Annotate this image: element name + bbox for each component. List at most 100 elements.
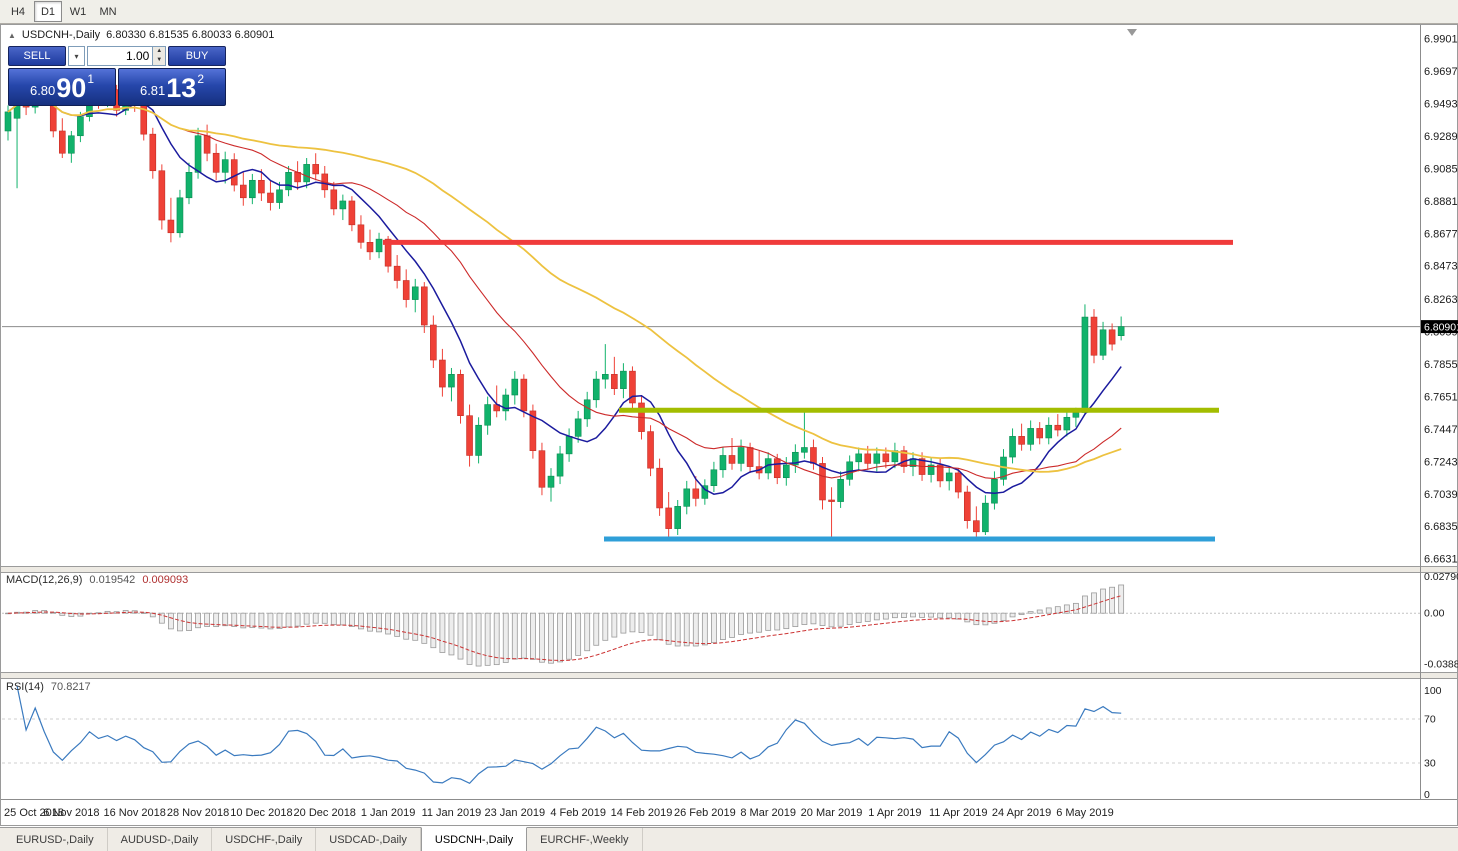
candle	[339, 200, 347, 210]
volume-down-icon[interactable]: ▼	[156, 57, 163, 63]
macd-bar	[394, 612, 401, 637]
macd-bar	[937, 612, 944, 619]
one-click-trading-panel: SELL ▾ ▲ ▼ BUY 6.80 90 1 6.81 13 2	[8, 46, 226, 106]
price-scale-label: 6.70390	[1424, 489, 1458, 501]
macd-scale-label: 0.027908	[1424, 571, 1458, 583]
macd-signal-value: 0.009093	[142, 574, 189, 586]
rsi-scale-label: 100	[1424, 685, 1442, 697]
macd-bar	[1118, 584, 1125, 614]
candle	[1036, 428, 1043, 439]
sell-price-button[interactable]: 6.80 90 1	[8, 68, 116, 106]
candle	[393, 265, 401, 281]
macd-bar	[602, 612, 609, 641]
timeframe-button-h4[interactable]: H4	[10, 5, 26, 18]
macd-bar	[973, 612, 980, 626]
macd-bar	[294, 612, 301, 627]
chart-window-border	[0, 24, 1458, 826]
macd-bar	[864, 612, 871, 622]
macd-bar	[303, 612, 310, 625]
candle	[185, 172, 193, 199]
candle	[1045, 424, 1053, 439]
macd-bar	[774, 612, 781, 631]
candle	[828, 499, 835, 502]
volume-stepper[interactable]: ▲ ▼	[152, 46, 166, 66]
macd-bar	[1018, 612, 1025, 615]
date-axis-label: 1 Jan 2019	[361, 807, 415, 819]
chart-tab-usdcnh-daily[interactable]: USDCNH-,Daily	[420, 827, 528, 851]
sell-button[interactable]: SELL	[8, 46, 66, 66]
chart-shift-marker-icon[interactable]	[1127, 29, 1137, 36]
macd-bar	[493, 612, 500, 666]
chart-tab-eurusd-daily[interactable]: EURUSD-,Daily	[3, 828, 108, 851]
candle	[375, 238, 383, 253]
timeframe-button-d1[interactable]: D1	[34, 1, 62, 22]
candle	[973, 520, 980, 533]
candle	[285, 172, 292, 191]
macd-bar	[964, 612, 971, 623]
macd-bar	[240, 612, 247, 629]
macd-bar	[955, 612, 962, 620]
candle	[837, 479, 844, 502]
macd-bar	[339, 612, 346, 626]
macd-bar	[711, 612, 717, 644]
candle	[611, 374, 618, 389]
sell-price-big: 90	[56, 73, 87, 103]
macd-bar	[1109, 586, 1115, 614]
chart-tab-eurchf-weekly[interactable]: EURCHF-,Weekly	[527, 828, 643, 851]
volume-input[interactable]	[87, 46, 153, 66]
macd-bar	[557, 612, 563, 663]
macd-name: MACD(12,26,9)	[6, 574, 83, 586]
macd-bar	[204, 612, 211, 627]
macd-bar	[158, 612, 165, 624]
candle	[945, 472, 953, 482]
price-scale-label: 6.82630	[1424, 294, 1458, 306]
macd-bar	[729, 612, 735, 638]
price-scale-label: 6.92890	[1424, 131, 1458, 143]
macd-bar	[810, 612, 817, 625]
macd-bar	[566, 612, 572, 660]
price-scale-label: 6.99010	[1424, 34, 1458, 46]
macd-bar	[892, 612, 898, 619]
chart-tab-usdchf-daily[interactable]: USDCHF-,Daily	[212, 828, 317, 851]
candle	[1054, 424, 1062, 431]
date-axis-label: 28 Nov 2018	[167, 807, 229, 819]
macd-bar	[330, 612, 337, 625]
timeframe-button-mn[interactable]: MN	[99, 5, 117, 18]
macd-bar	[358, 612, 364, 630]
candle	[565, 436, 573, 455]
rsi-scale-label: 30	[1424, 758, 1436, 770]
one-click-collapse-icon[interactable]: ▲	[8, 30, 16, 40]
rsi-indicator-title: RSI(14) 70.8217	[6, 681, 91, 693]
macd-bar	[249, 612, 256, 629]
chart-tab-bar: EURUSD-,Daily AUDUSD-,Daily USDCHF-,Daily U…	[0, 827, 1458, 851]
macd-bar	[765, 612, 772, 631]
pane-splitter[interactable]	[0, 672, 1458, 678]
buy-price-button[interactable]: 6.81 13 2	[118, 68, 226, 106]
macd-bar	[611, 612, 618, 638]
chart-tab-usdcad-daily[interactable]: USDCAD-,Daily	[316, 828, 421, 851]
macd-bar	[819, 612, 826, 626]
candle	[629, 370, 636, 404]
candle	[963, 491, 971, 521]
candle	[303, 164, 310, 183]
candle	[267, 192, 274, 203]
date-axis-label: 4 Feb 2019	[550, 807, 606, 819]
current-price-tag	[1421, 320, 1458, 334]
macd-bar	[783, 612, 790, 630]
macd-bar	[457, 612, 464, 660]
timeframe-button-w1[interactable]: W1	[69, 5, 87, 18]
pane-splitter[interactable]	[0, 566, 1458, 572]
candle	[366, 242, 374, 253]
macd-bar	[186, 612, 192, 631]
candle	[719, 455, 727, 471]
candle	[692, 488, 700, 499]
chart-tab-audusd-daily[interactable]: AUDUSD-,Daily	[108, 828, 213, 851]
date-axis-label: 20 Mar 2019	[801, 807, 863, 819]
buy-button[interactable]: BUY	[168, 46, 226, 66]
candle	[249, 179, 256, 199]
volume-dropdown-button[interactable]: ▾	[68, 46, 85, 66]
macd-bar	[855, 612, 862, 623]
macd-bar	[593, 612, 600, 646]
volume-up-icon[interactable]: ▲	[156, 48, 163, 54]
